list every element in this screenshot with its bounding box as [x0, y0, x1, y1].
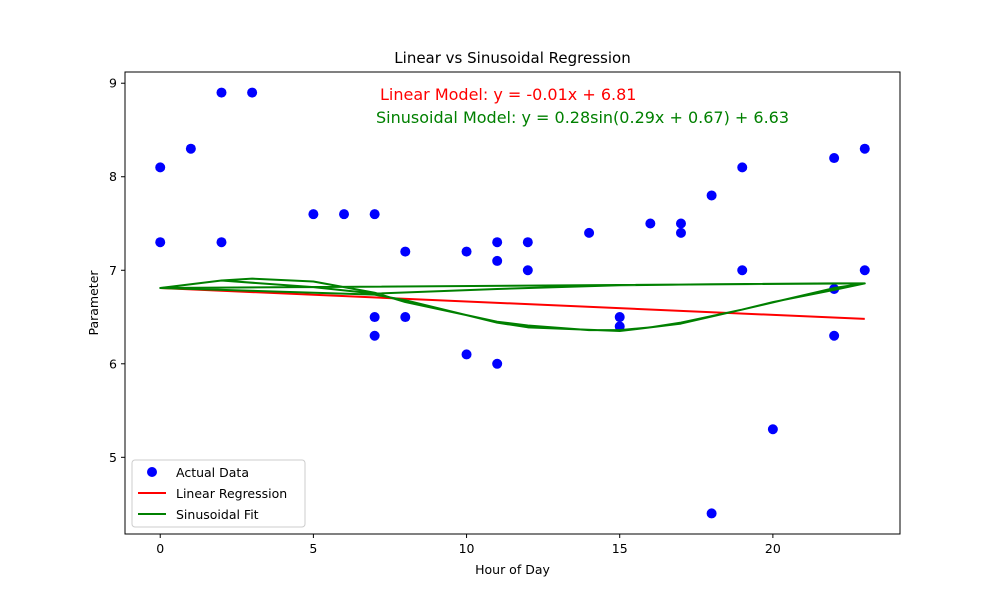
data-point — [675, 218, 686, 229]
x-tick-label: 20 — [765, 541, 781, 556]
x-tick-label: 0 — [156, 541, 164, 556]
data-point — [461, 349, 472, 360]
data-point — [706, 508, 717, 519]
data-point — [155, 162, 166, 173]
data-point — [492, 237, 503, 248]
data-point — [614, 312, 625, 323]
chart-title: Linear vs Sinusoidal Regression — [394, 49, 630, 67]
data-point — [369, 330, 380, 341]
x-tick-label: 10 — [459, 541, 475, 556]
data-point — [369, 209, 380, 220]
data-point — [706, 190, 717, 201]
data-point — [461, 246, 472, 257]
legend-marker-actual-data — [147, 467, 157, 477]
data-point — [522, 237, 533, 248]
legend-label-sinusoidal-fit: Sinusoidal Fit — [176, 507, 259, 522]
linear-regression-line — [160, 287, 865, 320]
y-tick-label: 6 — [109, 356, 117, 371]
data-point — [400, 312, 411, 323]
x-axis-ticks: 0 5 10 15 20 — [156, 534, 781, 556]
x-tick-label: 15 — [612, 541, 628, 556]
sinusoidal-fit-line — [159, 277, 866, 333]
data-point — [492, 358, 503, 369]
y-tick-label: 9 — [109, 76, 117, 91]
x-tick-label: 5 — [309, 541, 317, 556]
data-point — [767, 424, 778, 435]
data-point — [308, 209, 319, 220]
data-point — [645, 218, 656, 229]
sinusoidal-model-annotation: Sinusoidal Model: y = 0.28sin(0.29x + 0.… — [376, 108, 789, 127]
plot-area-frame — [124, 71, 901, 535]
data-point — [369, 312, 380, 323]
data-point — [400, 246, 411, 257]
y-tick-label: 7 — [109, 263, 117, 278]
data-point — [675, 227, 686, 238]
linear-model-annotation: Linear Model: y = -0.01x + 6.81 — [380, 85, 636, 104]
plot-data — [155, 87, 870, 519]
data-point — [339, 209, 350, 220]
data-point — [185, 143, 196, 154]
data-point — [829, 330, 840, 341]
legend-label-linear-regression: Linear Regression — [176, 486, 287, 501]
data-point — [859, 265, 870, 276]
data-point — [247, 87, 258, 98]
data-point — [737, 265, 748, 276]
y-tick-label: 8 — [109, 169, 117, 184]
data-point — [829, 153, 840, 164]
y-tick-label: 5 — [109, 450, 117, 465]
y-axis-ticks: 5 6 7 8 9 — [109, 76, 125, 465]
data-point — [155, 237, 166, 248]
legend-box — [131, 459, 306, 528]
y-axis-label: Parameter — [86, 270, 101, 336]
data-point — [216, 237, 227, 248]
data-point — [522, 265, 533, 276]
data-point — [614, 321, 625, 332]
legend: Actual Data Linear Regression Sinusoidal… — [131, 459, 306, 528]
data-point — [737, 162, 748, 173]
data-point — [216, 87, 227, 98]
x-axis-label: Hour of Day — [475, 562, 550, 577]
data-point — [859, 143, 870, 154]
legend-label-actual-data: Actual Data — [176, 465, 249, 480]
data-point — [584, 227, 595, 238]
data-point — [492, 255, 503, 266]
